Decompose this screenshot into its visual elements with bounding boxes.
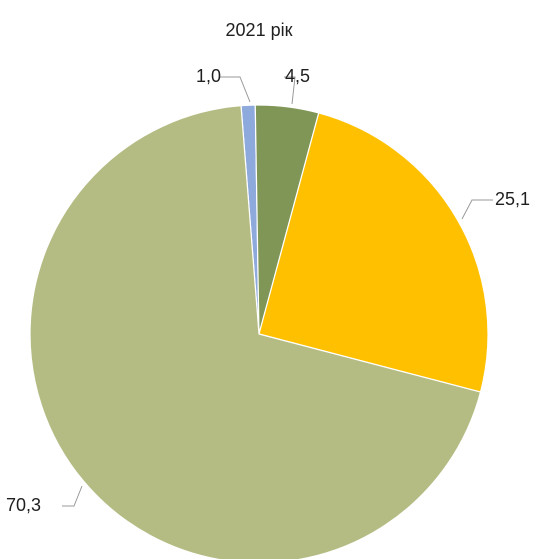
pie-slice-4 xyxy=(29,105,482,559)
leader-lines xyxy=(62,76,493,507)
pie-slice-3 xyxy=(258,112,489,393)
leader-line-2 xyxy=(284,76,296,105)
data-label-3: 25,1 xyxy=(495,189,530,209)
pie-slices xyxy=(29,104,489,559)
data-label-1: 1,0 xyxy=(196,66,221,86)
data-label-2: 4,5 xyxy=(285,66,310,86)
data-label-4: 70,3 xyxy=(6,495,41,515)
leader-line-1 xyxy=(219,76,251,103)
chart-title: 2021 рік xyxy=(226,20,293,40)
leader-line-3 xyxy=(461,199,493,220)
leader-line-4 xyxy=(62,485,83,507)
data-labels: 1,0 4,5 25,1 70,3 xyxy=(6,66,530,515)
